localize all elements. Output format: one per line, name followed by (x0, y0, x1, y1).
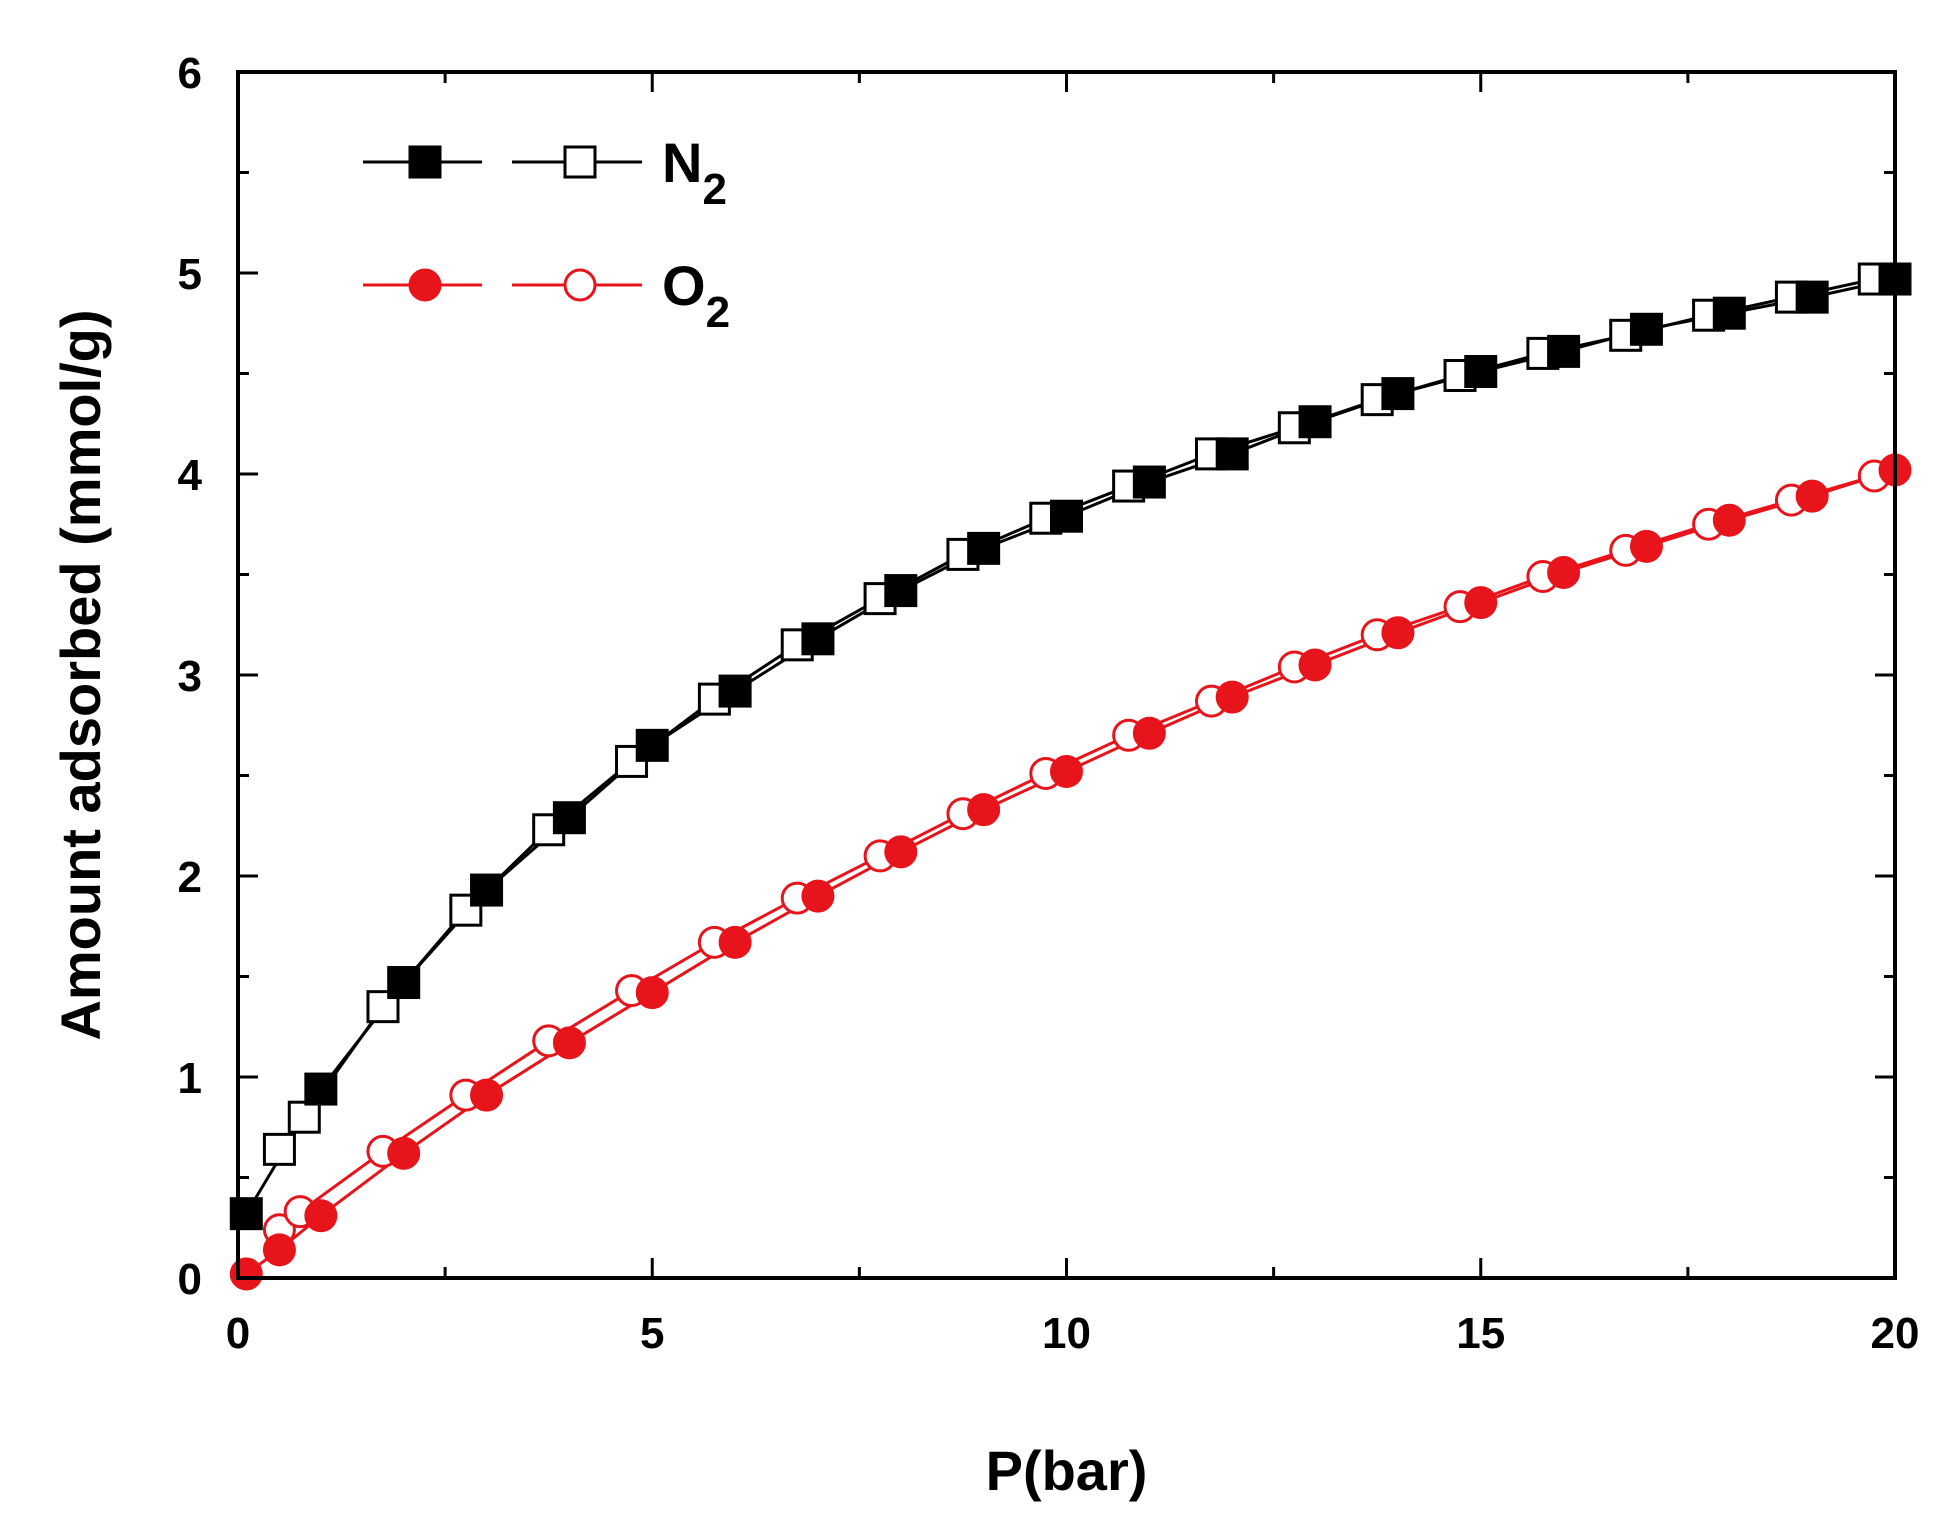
x-axis-title: P(bar) (986, 1439, 1148, 1502)
y-tick-label: 1 (178, 1054, 202, 1103)
data-point-adsorption (1795, 280, 1829, 314)
data-point-adsorption (1381, 616, 1415, 650)
legend-marker-open (563, 268, 597, 302)
data-point-adsorption (1381, 377, 1415, 411)
data-point-adsorption (1215, 680, 1249, 714)
plot-frame (236, 70, 1897, 1280)
data-point-adsorption (1298, 405, 1332, 439)
data-point-adsorption (1464, 354, 1498, 388)
y-tick-label: 4 (178, 451, 203, 500)
legend-item-0: N2 (363, 131, 727, 214)
data-point-adsorption (1050, 499, 1083, 533)
data-point-adsorption (801, 879, 835, 913)
y-tick-label: 5 (178, 250, 202, 299)
data-point-adsorption (1547, 555, 1581, 589)
legend-marker-open (563, 145, 597, 179)
series-line-adsorption (244, 277, 1896, 1215)
legend-label: O2 (662, 254, 730, 337)
legend: N2 O2 (363, 131, 730, 337)
x-tick-label: 5 (640, 1309, 664, 1358)
series-line-desorption (278, 277, 1875, 1151)
data-point-adsorption (967, 793, 1001, 827)
data-point-adsorption (229, 1197, 263, 1231)
data-point-adsorption (635, 728, 669, 762)
data-point-adsorption (229, 1257, 263, 1291)
data-point-adsorption (1547, 334, 1581, 368)
legend-marker-filled (408, 145, 442, 179)
series-line-adsorption (245, 468, 1896, 1276)
data-point-adsorption (387, 966, 421, 1000)
data-point-adsorption (387, 1136, 421, 1170)
tick-labels: 0 5 10 15 20 0 1 2 3 4 5 6 (178, 49, 1920, 1358)
x-tick-label: 10 (1042, 1309, 1091, 1358)
data-point-adsorption (718, 925, 752, 959)
data-point-adsorption (884, 574, 918, 608)
data-point-adsorption (1132, 465, 1166, 499)
data-point-adsorption (1464, 586, 1498, 620)
data-point-adsorption (470, 873, 504, 907)
data-point-adsorption (884, 835, 918, 869)
legend-label: N2 (662, 131, 727, 214)
data-point-adsorption (1795, 479, 1829, 513)
legend-item-1: O2 (363, 254, 730, 337)
data-point-desorption (262, 1132, 296, 1166)
legend-subscript: 2 (706, 288, 730, 337)
legend-marker-filled (408, 268, 442, 302)
data-point-desorption (287, 1100, 321, 1134)
legend-subscript: 2 (702, 165, 726, 214)
x-tick-label: 15 (1456, 1309, 1505, 1358)
y-axis-title: Amount adsorbed (mmol/g) (49, 309, 112, 1040)
data-point-adsorption (552, 1026, 586, 1060)
data-point-adsorption (1298, 648, 1332, 682)
data-point-adsorption (1629, 312, 1663, 346)
data-point-adsorption (1629, 529, 1663, 563)
data-point-adsorption (801, 622, 835, 656)
data-point-adsorption (1132, 716, 1166, 750)
series-line-desorption (278, 474, 1875, 1231)
data-point-adsorption (552, 801, 586, 835)
data-point-adsorption (635, 976, 669, 1010)
x-tick-label: 20 (1871, 1309, 1920, 1358)
data-point-adsorption (262, 1233, 296, 1267)
x-tick-label: 0 (226, 1309, 250, 1358)
y-tick-label: 3 (178, 652, 202, 701)
series-layer (229, 262, 1912, 1291)
data-point-adsorption (304, 1199, 338, 1233)
data-point-adsorption (1215, 437, 1249, 471)
series-1 (229, 453, 1912, 1291)
y-tick-label: 2 (178, 853, 202, 902)
data-point-adsorption (304, 1072, 338, 1106)
data-point-adsorption (967, 531, 1001, 565)
data-point-adsorption (1050, 754, 1083, 788)
data-point-adsorption (470, 1078, 504, 1112)
data-point-adsorption (1712, 296, 1746, 330)
data-point-adsorption (718, 674, 752, 708)
y-tick-label: 0 (178, 1255, 202, 1304)
data-point-adsorption (1712, 503, 1746, 537)
y-tick-label: 6 (178, 49, 202, 98)
